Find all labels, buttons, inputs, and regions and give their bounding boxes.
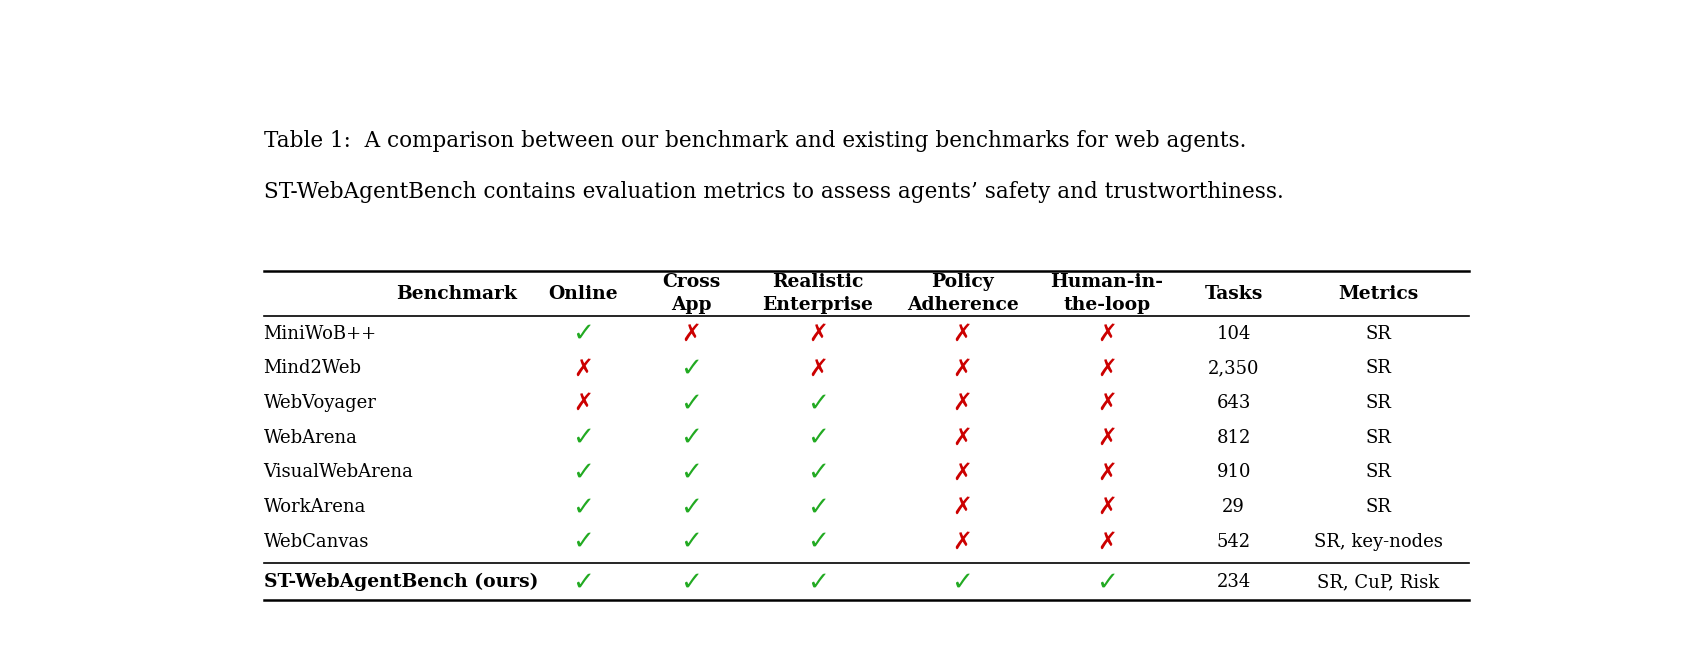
Text: ✓: ✓: [571, 425, 593, 451]
Text: ✓: ✓: [1096, 569, 1118, 595]
Text: Realistic
Enterprise: Realistic Enterprise: [762, 273, 873, 314]
Text: ✗: ✗: [1096, 495, 1116, 519]
Text: ✓: ✓: [806, 494, 829, 520]
Text: ✓: ✓: [571, 494, 593, 520]
Text: ✓: ✓: [571, 459, 593, 485]
Text: Policy
Adherence: Policy Adherence: [905, 273, 1018, 314]
Text: WorkArena: WorkArena: [263, 498, 367, 516]
Text: SR: SR: [1365, 498, 1390, 516]
Text: 2,350: 2,350: [1208, 359, 1258, 377]
Text: ✗: ✗: [573, 356, 593, 381]
Text: Online: Online: [547, 285, 618, 303]
Text: ✓: ✓: [681, 494, 703, 520]
Text: ✗: ✗: [807, 322, 828, 346]
Text: WebCanvas: WebCanvas: [263, 533, 368, 551]
Text: ✗: ✗: [953, 322, 971, 346]
Text: Cross
App: Cross App: [662, 273, 720, 314]
Text: ✓: ✓: [681, 355, 703, 381]
Text: 812: 812: [1216, 429, 1250, 447]
Text: ✓: ✓: [681, 459, 703, 485]
Text: MiniWoB++: MiniWoB++: [263, 325, 377, 343]
Text: ✓: ✓: [806, 459, 829, 485]
Text: ✗: ✗: [953, 495, 971, 519]
Text: ST-WebAgentBench (ours): ST-WebAgentBench (ours): [263, 573, 537, 591]
Text: ✓: ✓: [681, 569, 703, 595]
Text: ✓: ✓: [681, 529, 703, 555]
Text: ✗: ✗: [1096, 356, 1116, 381]
Text: ✗: ✗: [573, 391, 593, 415]
Text: ✗: ✗: [1096, 530, 1116, 554]
Text: WebArena: WebArena: [263, 429, 358, 447]
Text: ✗: ✗: [1096, 426, 1116, 449]
Text: ✓: ✓: [806, 569, 829, 595]
Text: Benchmark: Benchmark: [395, 285, 517, 303]
Text: ST-WebAgentBench contains evaluation metrics to assess agents’ safety and trustw: ST-WebAgentBench contains evaluation met…: [263, 181, 1282, 203]
Text: Table 1:  A comparison between our benchmark and existing benchmarks for web age: Table 1: A comparison between our benchm…: [263, 130, 1245, 152]
Text: Human-in-
the-loop: Human-in- the-loop: [1051, 273, 1164, 314]
Text: SR, CuP, Risk: SR, CuP, Risk: [1316, 573, 1439, 591]
Text: SR: SR: [1365, 394, 1390, 412]
Text: ✗: ✗: [953, 461, 971, 485]
Text: ✓: ✓: [806, 390, 829, 416]
Text: ✗: ✗: [953, 391, 971, 415]
Text: 234: 234: [1216, 573, 1250, 591]
Text: SR: SR: [1365, 463, 1390, 481]
Text: 104: 104: [1216, 325, 1250, 343]
Text: SR: SR: [1365, 325, 1390, 343]
Text: ✓: ✓: [681, 390, 703, 416]
Text: 29: 29: [1221, 498, 1245, 516]
Text: ✓: ✓: [806, 529, 829, 555]
Text: ✓: ✓: [806, 425, 829, 451]
Text: 542: 542: [1216, 533, 1250, 551]
Text: SR: SR: [1365, 359, 1390, 377]
Text: WebVoyager: WebVoyager: [263, 394, 377, 412]
Text: SR, key-nodes: SR, key-nodes: [1312, 533, 1442, 551]
Text: ✗: ✗: [953, 530, 971, 554]
Text: ✓: ✓: [571, 529, 593, 555]
Text: Mind2Web: Mind2Web: [263, 359, 361, 377]
Text: ✓: ✓: [571, 569, 593, 595]
Text: VisualWebArena: VisualWebArena: [263, 463, 414, 481]
Text: ✗: ✗: [681, 322, 701, 346]
Text: SR: SR: [1365, 429, 1390, 447]
Text: ✗: ✗: [807, 356, 828, 381]
Text: ✓: ✓: [681, 425, 703, 451]
Text: ✓: ✓: [571, 321, 593, 347]
Text: ✗: ✗: [1096, 391, 1116, 415]
Text: ✓: ✓: [951, 569, 973, 595]
Text: 643: 643: [1216, 394, 1250, 412]
Text: ✗: ✗: [953, 356, 971, 381]
Text: ✗: ✗: [953, 426, 971, 449]
Text: Tasks: Tasks: [1204, 285, 1262, 303]
Text: ✗: ✗: [1096, 461, 1116, 485]
Text: 910: 910: [1216, 463, 1250, 481]
Text: Metrics: Metrics: [1338, 285, 1417, 303]
Text: ✗: ✗: [1096, 322, 1116, 346]
